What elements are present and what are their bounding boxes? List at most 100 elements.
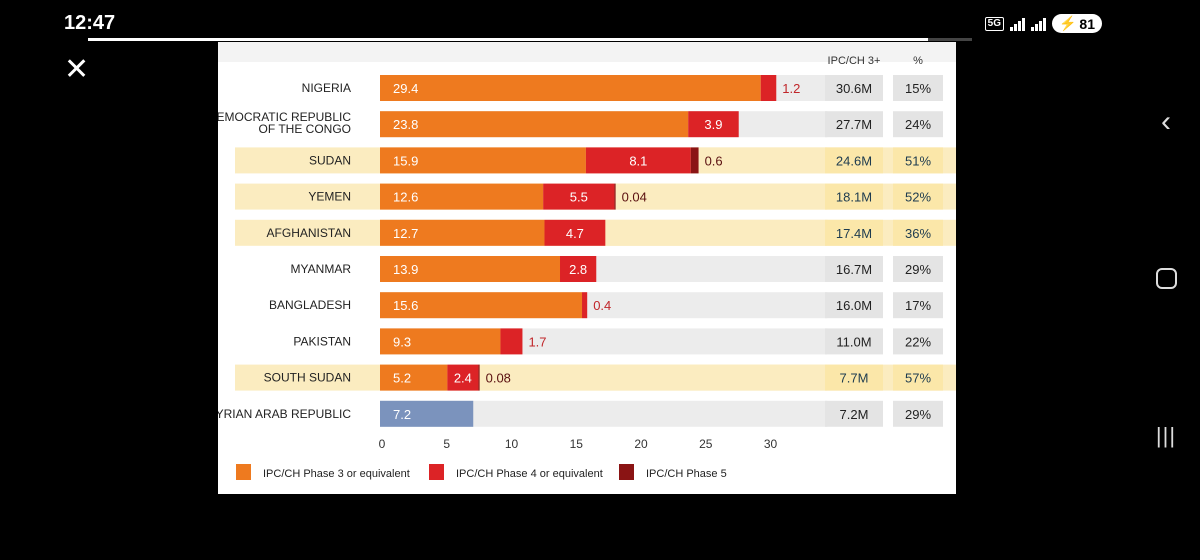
bar-value-label: 2.4 xyxy=(454,371,472,386)
percent-value: 29% xyxy=(905,407,931,422)
bar-value-label: 0.08 xyxy=(486,371,511,386)
bar-segment xyxy=(760,75,777,101)
percent-value: 36% xyxy=(905,226,931,241)
bar-value-label: 8.1 xyxy=(629,153,647,168)
total-cell xyxy=(825,400,883,427)
percent-cell xyxy=(893,256,943,282)
bar-segment xyxy=(380,256,561,282)
category-label: OF THE CONGO xyxy=(259,122,351,136)
bar-value-label: 0.04 xyxy=(622,190,647,205)
x-tick-label: 0 xyxy=(379,437,386,451)
close-icon[interactable]: ✕ xyxy=(64,53,90,86)
percent-cell xyxy=(893,219,943,246)
video-progress-fill xyxy=(88,38,928,41)
status-time: 12:47 xyxy=(64,12,116,34)
legend-label: IPC/CH Phase 5 xyxy=(646,468,727,480)
x-tick-label: 10 xyxy=(505,437,519,451)
bar-segment xyxy=(544,219,606,246)
category-label: NIGERIA xyxy=(302,81,351,95)
bar-value-label: 15.9 xyxy=(393,153,418,168)
legend-label: IPC/CH Phase 3 or equivalent xyxy=(263,468,410,480)
back-icon[interactable]: ‹ xyxy=(1161,105,1171,138)
bar-segment xyxy=(380,364,448,391)
total-value: 18.1M xyxy=(836,190,872,205)
bar-value-label: 0.6 xyxy=(705,153,723,168)
category-label: PAKISTAN xyxy=(293,334,351,348)
total-value: 7.7M xyxy=(840,371,869,386)
total-cell xyxy=(825,292,883,319)
bar-value-label: 2.8 xyxy=(569,262,587,277)
category-label: MYANMAR xyxy=(291,262,352,276)
bar-value-label: 1.7 xyxy=(528,334,546,349)
category-label: SYRIAN ARAB REPUBLIC xyxy=(218,407,351,421)
bar-value-label: 7.2 xyxy=(393,407,411,422)
legend-swatch xyxy=(236,464,251,480)
percent-value: 29% xyxy=(905,262,931,277)
home-icon[interactable] xyxy=(1154,264,1178,292)
bar-segment xyxy=(380,400,474,427)
category-label: SOUTH SUDAN xyxy=(264,371,351,385)
x-tick-label: 20 xyxy=(634,437,648,451)
bar-value-label: 5.2 xyxy=(393,371,411,386)
percent-cell xyxy=(893,183,943,210)
total-cell xyxy=(825,219,883,246)
recent-apps-icon[interactable]: ||| xyxy=(1155,423,1177,448)
category-label: YEMEN xyxy=(308,190,351,204)
bar-segment xyxy=(380,75,761,101)
total-cell xyxy=(825,111,883,138)
x-tick-label: 30 xyxy=(764,437,778,451)
chart: IPC/CH 3+ % NIGERIA 29.4 1.2 30.6M 15% DEMOCRAT… xyxy=(218,42,956,480)
legend-swatch xyxy=(619,464,634,480)
signal-icon-2 xyxy=(1030,17,1046,31)
percent-value: 57% xyxy=(905,371,931,386)
percent-value: 52% xyxy=(905,190,931,205)
total-cell xyxy=(825,364,883,391)
battery-level: 81 xyxy=(1079,15,1095,32)
total-cell xyxy=(825,256,883,282)
bar-segment xyxy=(543,183,615,210)
bar-value-label: 3.9 xyxy=(704,117,722,132)
column-header-total: IPC/CH 3+ xyxy=(828,55,881,67)
bar-value-label: 9.3 xyxy=(393,334,411,349)
total-value: 24.6M xyxy=(836,153,872,168)
bar-segment xyxy=(380,111,689,138)
bar-segment xyxy=(560,256,597,282)
percent-cell xyxy=(893,364,943,391)
total-cell xyxy=(825,147,883,174)
category-label: BANGLADESH xyxy=(269,298,351,312)
signal-icon xyxy=(1009,17,1025,31)
percent-cell xyxy=(893,75,943,101)
bar-segment xyxy=(614,183,616,210)
total-value: 7.2M xyxy=(840,407,869,422)
chart-top-shade xyxy=(218,42,956,62)
bar-value-label: 1.2 xyxy=(782,81,800,96)
bar-value-label: 5.5 xyxy=(570,190,588,205)
total-value: 27.7M xyxy=(836,117,872,132)
bar-value-label: 4.7 xyxy=(566,226,584,241)
total-value: 16.7M xyxy=(836,262,872,277)
bar-value-label: 12.6 xyxy=(393,190,418,205)
bar-value-label: 12.7 xyxy=(393,226,418,241)
percent-cell xyxy=(893,292,943,319)
bar-value-label: 0.4 xyxy=(593,298,611,313)
x-tick-label: 15 xyxy=(570,437,584,451)
column-header-percent: % xyxy=(913,55,923,67)
bar-segment xyxy=(380,292,583,319)
x-tick-label: 25 xyxy=(699,437,713,451)
network-5g-icon: 5G xyxy=(984,16,1004,31)
video-progress-bar[interactable] xyxy=(88,38,972,41)
total-value: 11.0M xyxy=(836,334,871,349)
bar-segment xyxy=(447,364,479,391)
bar-value-label: 13.9 xyxy=(393,262,418,277)
bar-segment xyxy=(380,147,586,174)
percent-cell xyxy=(893,400,943,427)
percent-cell xyxy=(893,147,943,174)
legend-label: IPC/CH Phase 4 or equivalent xyxy=(456,468,603,480)
bar-value-label: 23.8 xyxy=(393,117,418,132)
total-value: 30.6M xyxy=(836,81,872,96)
bar-segment xyxy=(500,328,523,355)
bar-value-label: 15.6 xyxy=(393,298,418,313)
category-label: SUDAN xyxy=(309,153,351,167)
battery-icon: ⚡ 81 xyxy=(1051,14,1102,33)
total-cell xyxy=(825,183,883,210)
